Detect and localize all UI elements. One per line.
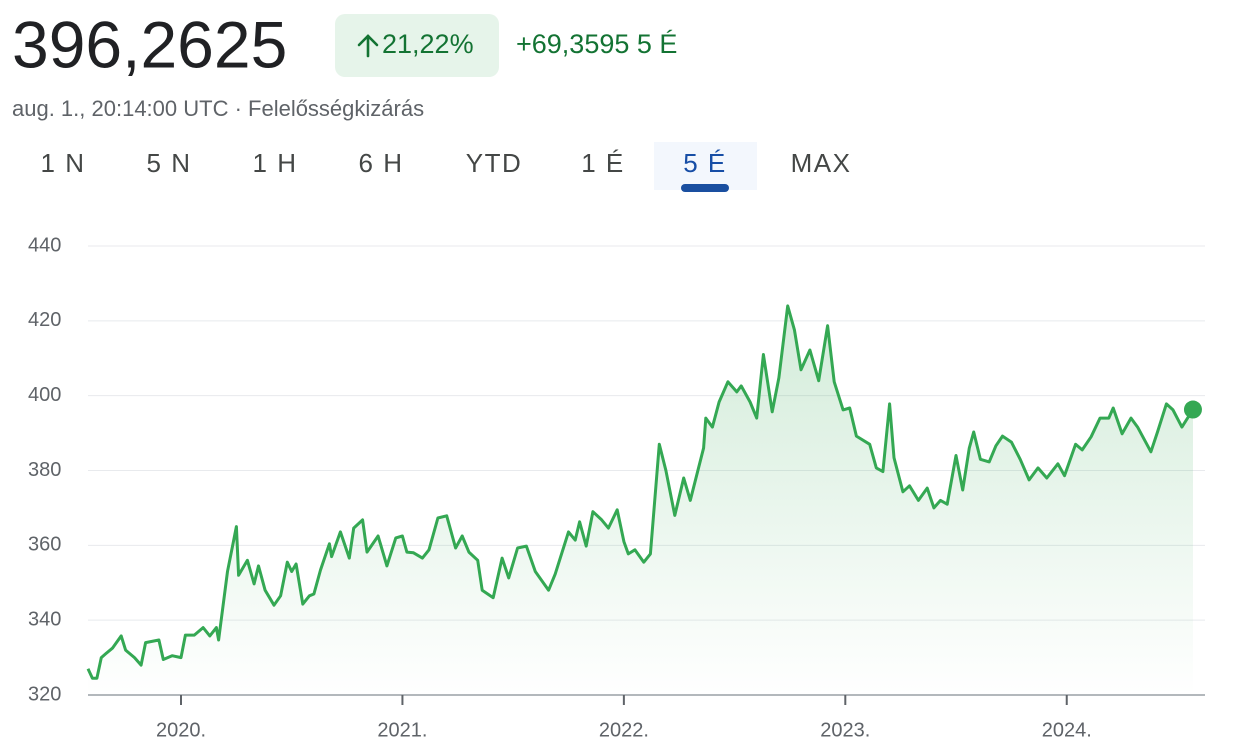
- y-tick-label: 380: [28, 459, 61, 481]
- range-tab[interactable]: 5 É: [683, 148, 727, 178]
- range-tab[interactable]: 6 H: [359, 148, 404, 178]
- x-tick-label: 2022.: [599, 719, 649, 741]
- selected-tab-indicator: [681, 184, 729, 192]
- y-tick-label: 360: [28, 534, 61, 556]
- timestamp: aug. 1., 20:14:00 UTC · Felelősségkizárá…: [12, 96, 424, 121]
- y-tick-label: 420: [28, 309, 61, 331]
- range-tab[interactable]: 5 N: [147, 148, 192, 178]
- y-tick-label: 340: [28, 608, 61, 630]
- range-tab[interactable]: 1 N: [41, 148, 86, 178]
- price: 396,2625: [12, 7, 287, 81]
- change-abs: +69,3595 5 É: [516, 29, 677, 59]
- change-chip: [335, 14, 499, 77]
- y-tick-label: 440: [28, 234, 61, 256]
- x-tick-label: 2021.: [377, 719, 427, 741]
- range-tab[interactable]: 1 É: [581, 148, 625, 178]
- last-point: [1183, 400, 1202, 419]
- y-tick-label: 400: [28, 384, 61, 406]
- x-tick-label: 2020.: [156, 719, 206, 741]
- up-arrow: [357, 34, 379, 58]
- price-line: [86, 304, 1195, 680]
- range-tab[interactable]: YTD: [466, 148, 523, 178]
- y-tick-label: 320: [28, 683, 61, 705]
- x-tick-label: 2024.: [1042, 719, 1092, 741]
- x-tick-label: 2023.: [820, 719, 870, 741]
- area: [88, 305, 1193, 695]
- range-tab[interactable]: MAX: [791, 148, 852, 178]
- selected-tab-bg: [654, 142, 757, 190]
- range-tab[interactable]: 1 H: [253, 148, 298, 178]
- change-percent: 21,22%: [382, 29, 474, 59]
